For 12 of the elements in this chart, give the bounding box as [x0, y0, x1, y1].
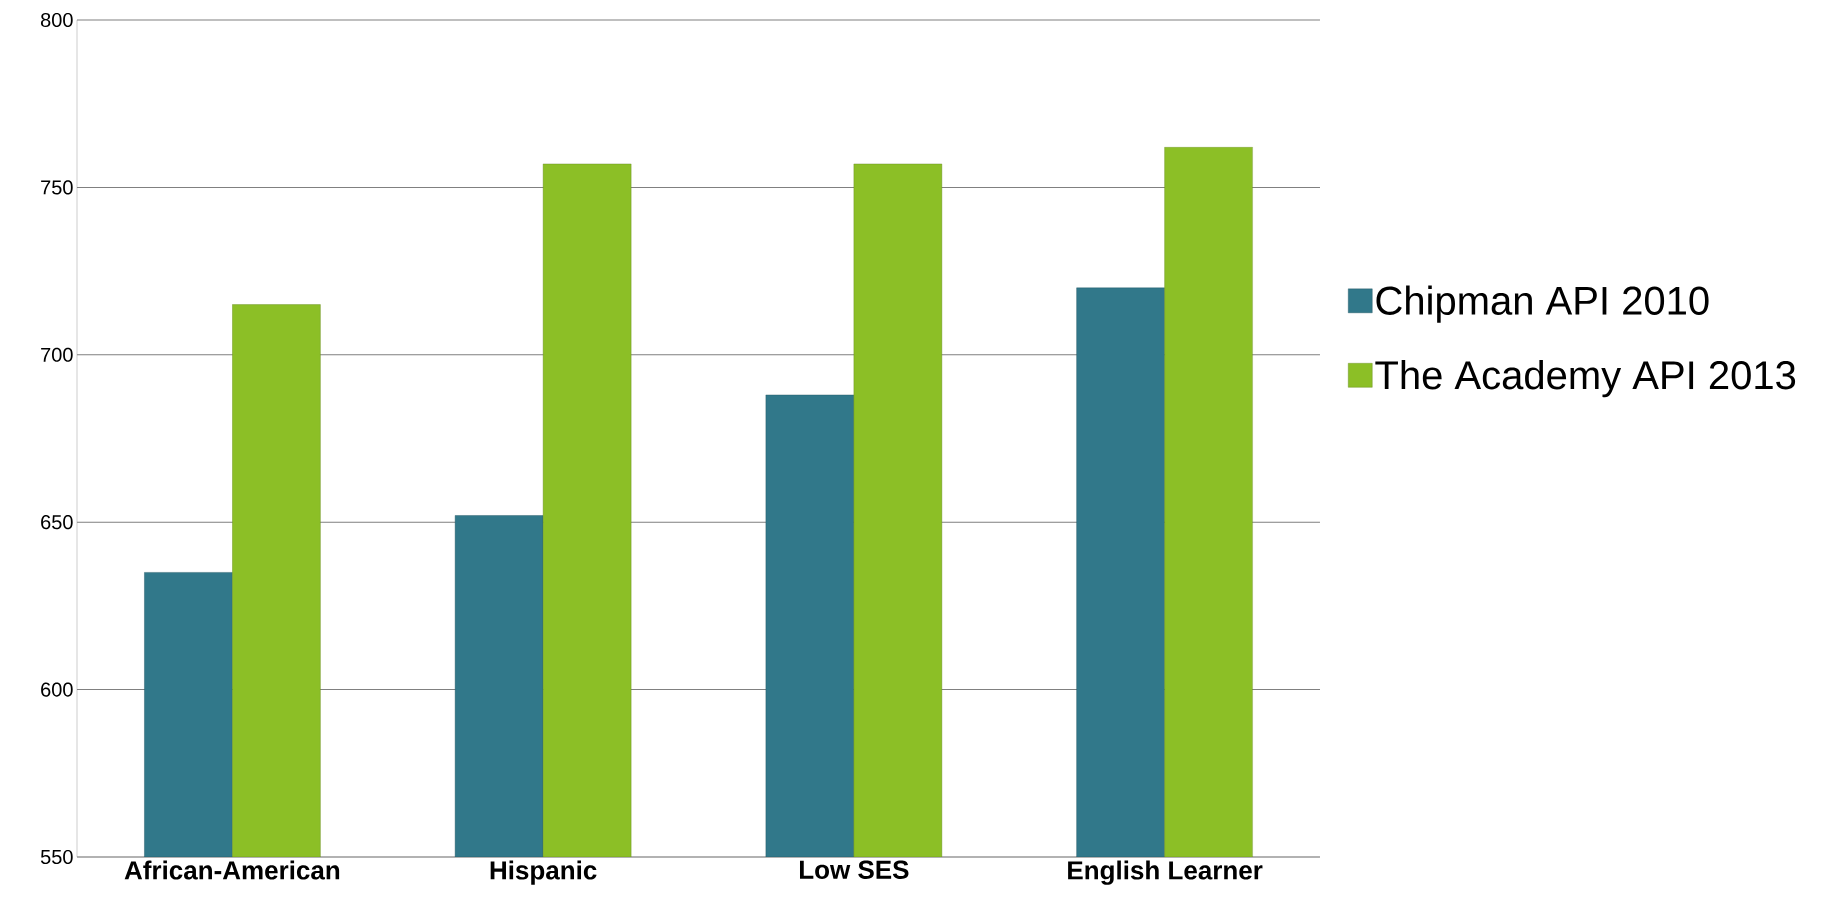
y-tick-label: 550 — [40, 849, 73, 865]
y-tick-label: 800 — [40, 12, 73, 28]
x-tick-label: African-American — [124, 860, 340, 880]
legend-label: Chipman API 2010 — [1376, 285, 1709, 323]
legend-label: The Academy API 2013 — [1375, 360, 1796, 398]
y-tick-label: 650 — [41, 515, 73, 530]
x-tick-label: Low SES — [800, 860, 909, 879]
y-tick-label: 700 — [41, 347, 73, 362]
x-tick-label: Hispanic — [490, 860, 597, 885]
x-tick-label: English Learner — [1068, 860, 1263, 885]
y-tick-label: 750 — [41, 180, 73, 195]
y-tick-label: 600 — [41, 682, 73, 697]
